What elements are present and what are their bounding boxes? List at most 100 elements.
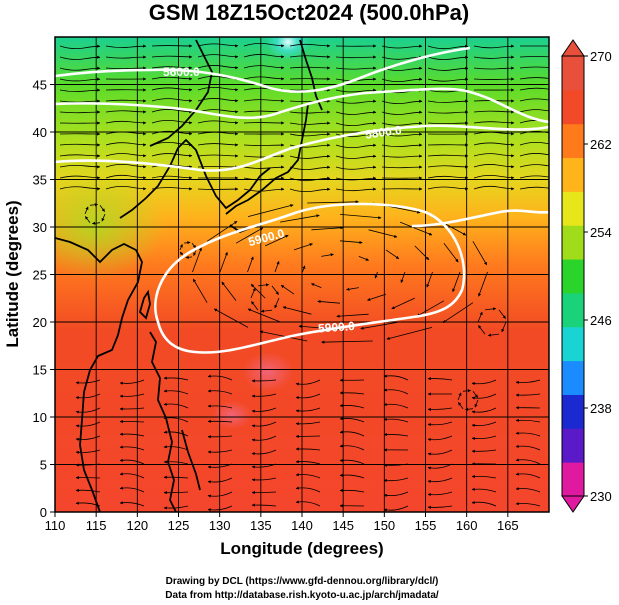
streamline [119,432,145,437]
x-axis-label: Longitude (degrees) [220,539,383,558]
streamline [473,174,515,180]
streamline [119,501,145,507]
streamline [427,121,469,125]
streamline [59,165,101,169]
x-tick-label: 110 [45,518,66,533]
streamline [289,187,331,193]
streamline [381,44,423,49]
streamline [59,88,101,92]
streamline [383,463,409,467]
streamline [335,154,377,159]
contour-5800 [55,124,549,172]
streamline [163,475,189,479]
streamline [91,221,101,225]
streamline [471,407,497,414]
streamline [163,430,189,437]
colorbar-band [562,259,584,294]
streamline [473,44,515,49]
streamline [105,142,147,147]
streamline [335,66,377,70]
streamline [427,55,469,60]
streamline [383,477,409,483]
streamline [105,44,147,48]
streamline [247,204,294,217]
streamline [427,66,469,71]
streamline [473,121,515,125]
streamline [381,66,423,71]
streamline [427,175,469,180]
streamline [386,327,433,340]
contour-5600 [55,46,471,93]
streamline [105,99,147,103]
streamline [515,393,541,397]
x-tick-label: 165 [497,518,519,533]
coastlines [55,39,323,512]
streamline [289,165,331,170]
streamline [457,402,464,409]
streamline [295,421,321,426]
streamline [302,265,306,273]
streamline [75,393,101,400]
streamline [427,449,453,456]
streamline [251,379,277,383]
streamline [59,143,101,147]
streamline [360,321,401,330]
colorbar-tick-label: 270 [590,49,612,64]
streamline [400,271,406,284]
streamline [473,185,515,191]
colorbar-tick-label: 262 [590,137,612,152]
streamline [289,110,331,114]
contour-5700 [55,87,549,124]
streamline [75,421,101,428]
streamline [321,253,334,257]
streamline [119,393,145,398]
y-tick-label: 0 [40,505,47,520]
streamline [471,421,497,428]
streamline [75,379,101,385]
colorbar-band [562,123,584,159]
streamline [311,283,322,288]
streamline [339,403,365,409]
streamline [185,255,193,259]
colorbar-band [562,225,584,260]
streamline [474,399,479,408]
streamline [519,141,549,146]
colorbar-band [562,326,584,362]
streamline [383,388,409,395]
streamline [59,55,101,60]
colorbar-bands [562,56,584,497]
y-tick-label: 30 [33,220,47,235]
streamline [471,393,497,400]
contour-5850 [411,209,549,228]
streamline [207,419,233,423]
wind-streamlines [59,42,549,512]
streamline [427,421,453,427]
streamline [335,121,377,127]
streamline [119,472,145,479]
streamline [473,110,515,114]
streamline [247,308,281,323]
streamline [105,174,147,180]
x-tick-label: 150 [373,518,395,533]
streamline [243,187,285,192]
streamline [151,109,193,114]
height-contours [55,46,549,354]
streamline [251,301,259,311]
streamline [473,131,515,136]
streamline [163,460,189,465]
streamline [207,389,233,395]
colorbar-band [562,462,584,497]
streamline [191,242,197,249]
streamline [235,227,264,244]
streamline [427,186,469,191]
contour-label-5900-lower: 5900.0 [318,319,356,336]
streamline [399,221,433,236]
streamline [257,283,270,287]
streamline [473,66,515,70]
streamline [151,119,193,125]
streamline [243,76,285,81]
streamline [519,186,549,190]
streamline [427,165,469,169]
streamline [339,444,365,451]
